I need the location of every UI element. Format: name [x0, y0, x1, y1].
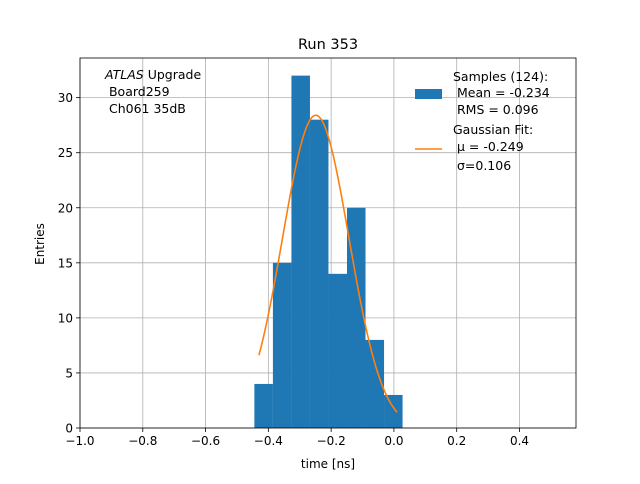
y-tick-label-0: 0	[65, 422, 73, 436]
y-tick-label-4: 20	[58, 201, 73, 215]
annotation-upgrade-word: Upgrade	[144, 67, 202, 82]
x-axis-label: time [ns]	[301, 457, 355, 471]
histogram-bar-0	[254, 383, 273, 428]
annotation-line-1: ATLAS Upgrade	[104, 67, 201, 82]
gaussian-fit-curve	[258, 114, 398, 413]
chart-title: Run 353	[298, 37, 358, 53]
histogram-bar-2	[291, 75, 310, 428]
y-tick-label-2: 10	[58, 311, 73, 325]
histogram-bar-7	[384, 394, 403, 428]
legend-samples-header: Samples (124):	[453, 69, 548, 84]
annotation-board: Board259	[105, 84, 170, 99]
x-tick-label-7: 0.4	[510, 434, 529, 448]
x-tick-label-5: 0.0	[384, 434, 403, 448]
legend-fit-sigma: σ=0.106	[453, 158, 511, 173]
y-tick-label-3: 15	[58, 256, 73, 270]
x-tick-label-3: −0.4	[254, 434, 283, 448]
legend-samples-mean: Mean = -0.234	[453, 85, 550, 100]
x-tick-label-1: −0.8	[128, 434, 157, 448]
y-tick-label-5: 25	[58, 146, 73, 160]
y-axis-label: Entries	[33, 223, 47, 265]
legend-fit-mu: μ = -0.249	[453, 139, 524, 154]
legend-samples-rms: RMS = 0.096	[453, 102, 539, 117]
legend: Samples (124): Mean = -0.234 RMS = 0.096…	[415, 69, 550, 173]
histogram-bar-3	[309, 119, 329, 429]
x-tick-label-0: −1.0	[65, 434, 94, 448]
fit-curve-layer	[258, 114, 398, 413]
histogram-bar-6	[365, 339, 385, 428]
histogram-bar-4	[328, 273, 347, 428]
y-tick-label-6: 30	[58, 91, 73, 105]
x-tick-label-4: −0.2	[317, 434, 346, 448]
annotation-atlas-word: ATLAS	[104, 67, 144, 82]
axis-ticks: −1.0 −0.8 −0.6 −0.4 −0.2 0.0 0.2 0.4 0 5 10 15 20 25 3…	[58, 91, 529, 448]
atlas-annotation: ATLAS Upgrade Board259 Ch061 35dB	[104, 67, 201, 116]
histogram-bar-1	[272, 262, 292, 428]
y-tick-label-1: 5	[65, 366, 73, 380]
x-tick-label-6: 0.2	[447, 434, 466, 448]
annotation-channel: Ch061 35dB	[105, 101, 186, 116]
histogram-bar-5	[346, 207, 366, 428]
legend-samples-patch	[415, 89, 442, 99]
x-tick-label-2: −0.6	[191, 434, 220, 448]
legend-fit-header: Gaussian Fit:	[453, 122, 533, 137]
axes-frame	[79, 57, 577, 429]
